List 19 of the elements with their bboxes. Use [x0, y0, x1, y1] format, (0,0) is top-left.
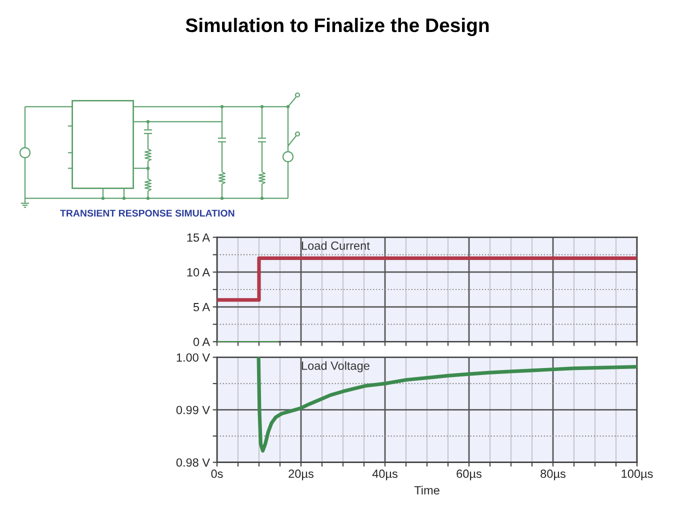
chart-title: Simulation to Finalize the Design [186, 18, 489, 36]
x-tick-label: 0s [211, 470, 223, 478]
x-tick-label: 60µs [456, 470, 482, 480]
y-tick-label: 0 A [193, 338, 210, 346]
x-tick-label: 20µs [288, 470, 314, 480]
y-tick-label: 0.98 V [176, 458, 210, 467]
y-tick-label: 5 A [193, 303, 210, 312]
x-tick-label: 80µs [540, 470, 566, 480]
y-tick-label: 10 A [187, 268, 210, 276]
text: TRANSIENT RESPONSE SIMULATION [60, 210, 234, 217]
x-tick-label: 40µs [372, 470, 398, 480]
y-tick-label: 1.00 V [176, 353, 210, 362]
series-label: Load Voltage [302, 361, 370, 372]
line-series [256, 357, 637, 453]
y-tick-label: 0.99 V [176, 406, 210, 414]
x-axis-title: Time [414, 486, 440, 494]
y-tick-label: 15 A [187, 233, 210, 242]
series-label: Load Current [302, 241, 370, 250]
x-tick-label: 100µs [622, 470, 653, 480]
